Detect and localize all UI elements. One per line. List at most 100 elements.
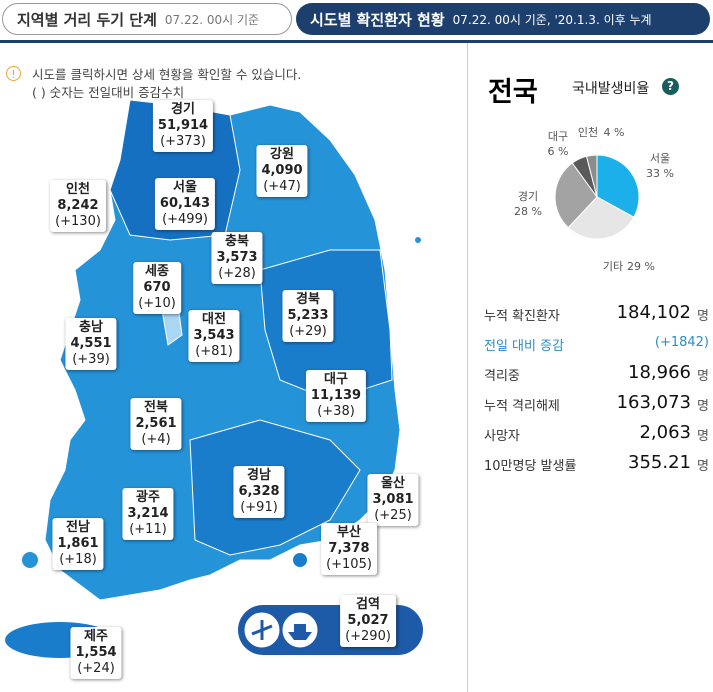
stat-label: 10만명당 발생률 bbox=[484, 459, 577, 474]
stat-value: 18,966 bbox=[628, 362, 691, 383]
stat-label: 누적 확진환자 bbox=[484, 309, 560, 324]
region-name: 대구 bbox=[324, 372, 348, 387]
region-change: (+29) bbox=[289, 324, 327, 339]
region-name: 서울 bbox=[173, 180, 197, 195]
stat-row: 전일 대비 증감 (+1842) bbox=[484, 335, 709, 359]
region-change: (+130) bbox=[55, 214, 101, 229]
stat-unit: 명 bbox=[697, 429, 709, 444]
pie-value-label: 4 % bbox=[604, 126, 625, 139]
island bbox=[22, 552, 38, 568]
region-change: (+81) bbox=[195, 344, 233, 359]
region-count: 4,090 bbox=[261, 163, 303, 178]
region-name: 경남 bbox=[247, 468, 271, 483]
notice-line: 시도를 클릭하시면 상세 현황을 확인할 수 있습니다. bbox=[32, 67, 302, 82]
region-label[interactable]: 대전 3,543 (+81) bbox=[188, 310, 240, 362]
region-label[interactable]: 인천 8,242 (+130) bbox=[50, 180, 106, 232]
region-change: (+10) bbox=[138, 296, 176, 311]
panel-title: 전국 bbox=[488, 77, 538, 108]
stat-row: 누적 확진환자 184,102 명 bbox=[484, 302, 709, 329]
region-label[interactable]: 경남 6,328 (+91) bbox=[233, 466, 285, 518]
region-label[interactable]: 제주 1,554 (+24) bbox=[70, 627, 122, 679]
region-name: 대전 bbox=[202, 312, 226, 327]
region-count: 670 bbox=[143, 280, 171, 295]
tab-sub: 07.22. 00시 기준 bbox=[164, 12, 260, 27]
tab-title: 지역별 거리 두기 단계 bbox=[17, 10, 157, 29]
region-count: 5,233 bbox=[287, 308, 329, 323]
region-count: 3,081 bbox=[372, 492, 414, 507]
stat-row: 사망자 2,063 명 bbox=[484, 422, 709, 449]
region-change: (+24) bbox=[77, 661, 115, 676]
stat-label: 누적 격리해제 bbox=[484, 399, 560, 414]
pie-label: 기타 bbox=[603, 260, 623, 273]
divider bbox=[467, 43, 468, 692]
pie-slice bbox=[567, 196, 635, 240]
pie-value-label: 28 % bbox=[514, 205, 542, 218]
island bbox=[293, 553, 307, 567]
pie-value-label: 29 % bbox=[627, 260, 655, 273]
region-count: 1,861 bbox=[57, 536, 99, 551]
region-count: 1,554 bbox=[75, 645, 117, 660]
region-change: (+39) bbox=[72, 352, 110, 367]
region-count: 51,914 bbox=[157, 118, 209, 133]
region-label[interactable]: 검역 5,027 (+290) bbox=[340, 595, 396, 647]
region-change: (+290) bbox=[345, 629, 391, 644]
stat-value: 163,073 bbox=[616, 392, 691, 413]
pie-slice bbox=[596, 154, 640, 218]
stat-value: 2,063 bbox=[639, 422, 691, 443]
region-change: (+11) bbox=[129, 522, 167, 537]
region-label[interactable]: 전남 1,861 (+18) bbox=[52, 518, 104, 570]
notice: 시도를 클릭하시면 상세 현황을 확인할 수 있습니다. ( ) 숫자는 전일대비… bbox=[32, 66, 301, 102]
region-label[interactable]: 서울 60,143 (+499) bbox=[154, 178, 216, 230]
region-change: (+47) bbox=[263, 179, 301, 194]
region-label[interactable]: 광주 3,214 (+11) bbox=[122, 488, 174, 540]
tab[interactable]: 시도별 확진환자 현황 07.22. 00시 기준, '20.1.3. 이후 누계 bbox=[296, 3, 710, 35]
stat-label: 전일 대비 증감 bbox=[484, 339, 565, 354]
region-change: (+105) bbox=[326, 557, 372, 572]
region-change: (+373) bbox=[160, 134, 206, 149]
region-label[interactable]: 경북 5,233 (+29) bbox=[282, 290, 334, 342]
island bbox=[415, 237, 421, 243]
stat-value: 184,102 bbox=[616, 302, 691, 323]
stat-unit: 명 bbox=[697, 369, 709, 384]
stat-row: 10만명당 발생률 355.21 명 bbox=[484, 452, 709, 479]
region-label[interactable]: 강원 4,090 (+47) bbox=[256, 145, 308, 197]
region-name: 인천 bbox=[66, 182, 90, 197]
region-label[interactable]: 울산 3,081 (+25) bbox=[367, 474, 419, 526]
notice-line: ( ) 숫자는 전일대비 증감수치 bbox=[32, 85, 185, 100]
region-name: 부산 bbox=[337, 525, 361, 540]
region-name: 광주 bbox=[136, 490, 160, 505]
region-count: 4,551 bbox=[70, 336, 112, 351]
region-name: 전북 bbox=[144, 400, 168, 415]
pie-label: 대구 bbox=[548, 130, 568, 143]
region-count: 11,139 bbox=[310, 388, 362, 403]
stat-unit: 명 bbox=[697, 399, 709, 414]
stat-row: 누적 격리해제 163,073 명 bbox=[484, 392, 709, 419]
region-count: 6,328 bbox=[238, 484, 280, 499]
pie-label: 인천 bbox=[578, 125, 598, 139]
region-label[interactable]: 충북 3,573 (+28) bbox=[211, 232, 263, 284]
region-change: (+4) bbox=[141, 432, 171, 447]
region-name: 전남 bbox=[66, 520, 90, 535]
region-change: (+38) bbox=[317, 404, 355, 419]
region-name: 충북 bbox=[225, 234, 249, 249]
region-name: 충남 bbox=[79, 320, 103, 335]
tab-bar bbox=[0, 0, 713, 43]
ship-glyph bbox=[288, 624, 312, 640]
help-button[interactable]: ? bbox=[662, 78, 679, 95]
stat-value: (+1842) bbox=[654, 335, 709, 350]
region-label[interactable]: 전북 2,561 (+4) bbox=[130, 398, 182, 450]
stat-label: 격리중 bbox=[484, 369, 520, 384]
region-label[interactable]: 세종 670 (+10) bbox=[133, 262, 181, 314]
region-change: (+18) bbox=[59, 552, 97, 567]
stat-unit: 명 bbox=[697, 459, 709, 474]
region-name: 검역 bbox=[356, 597, 380, 612]
tab[interactable]: 지역별 거리 두기 단계 07.22. 00시 기준 bbox=[2, 3, 292, 35]
region-label[interactable]: 부산 7,378 (+105) bbox=[321, 523, 377, 575]
region-name: 경북 bbox=[296, 292, 320, 307]
region-label[interactable]: 대구 11,139 (+38) bbox=[305, 370, 367, 422]
region-label[interactable]: 충남 4,551 (+39) bbox=[65, 318, 117, 370]
region-label[interactable]: 경기 51,914 (+373) bbox=[152, 100, 214, 152]
region-count: 60,143 bbox=[159, 196, 211, 211]
stat-unit: 명 bbox=[697, 309, 709, 324]
